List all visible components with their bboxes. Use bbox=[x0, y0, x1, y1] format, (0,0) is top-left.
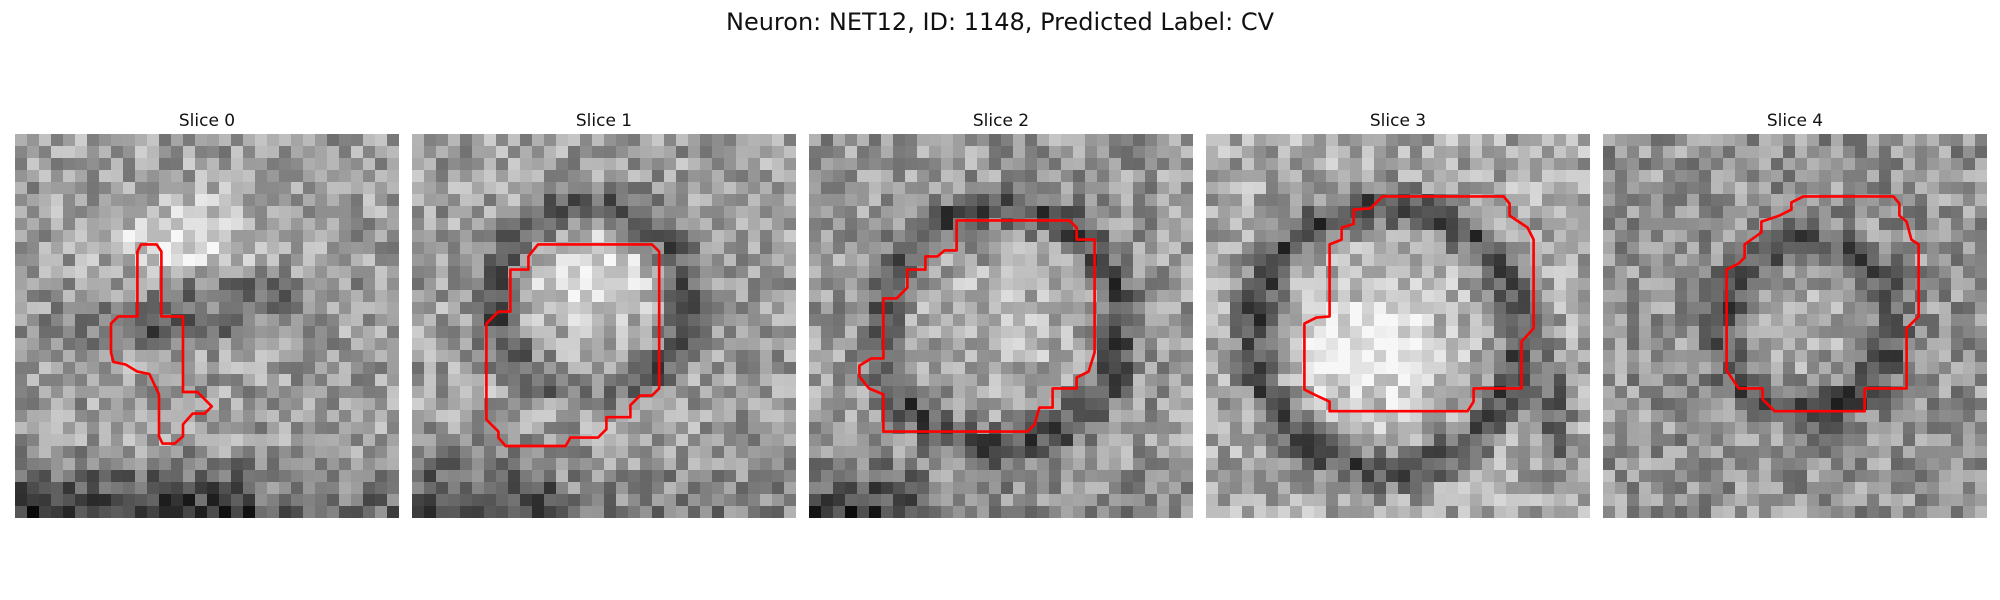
roi-outline-0 bbox=[109, 243, 214, 445]
slice-panel-1: Slice 1 bbox=[412, 108, 796, 518]
roi-outline-3 bbox=[1303, 195, 1535, 413]
slice-image-3 bbox=[1206, 134, 1590, 518]
slice-image-4 bbox=[1603, 134, 1987, 518]
slice-image-0 bbox=[15, 134, 399, 518]
slice-title-1: Slice 1 bbox=[575, 111, 633, 131]
slice-panel-3: Slice 3 bbox=[1206, 108, 1590, 518]
roi-outline-4 bbox=[1725, 195, 1920, 413]
slice-image-2 bbox=[809, 134, 1193, 518]
slice-title-4: Slice 4 bbox=[1766, 111, 1824, 131]
roi-outline-2 bbox=[858, 219, 1096, 433]
figure-title: Neuron: NET12, ID: 1148, Predicted Label… bbox=[726, 8, 1274, 36]
slice-title-0: Slice 0 bbox=[178, 111, 236, 131]
slice-image-1 bbox=[412, 134, 796, 518]
slice-panel-2: Slice 2 bbox=[809, 108, 1193, 518]
roi-outline-1 bbox=[485, 243, 661, 448]
slice-panel-0: Slice 0 bbox=[15, 108, 399, 518]
slice-title-2: Slice 2 bbox=[972, 111, 1030, 131]
slice-panel-4: Slice 4 bbox=[1603, 108, 1987, 518]
slice-title-3: Slice 3 bbox=[1369, 111, 1427, 131]
